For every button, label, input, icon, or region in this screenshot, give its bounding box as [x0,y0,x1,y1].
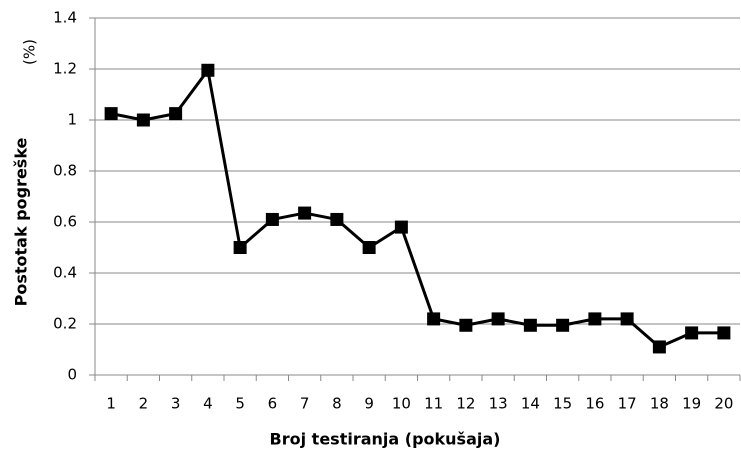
x-tick-label: 5 [235,395,245,413]
y-tick-label: 0.2 [53,315,77,333]
x-tick-label: 3 [171,395,181,413]
data-marker [620,312,634,326]
data-marker [265,212,279,226]
data-marker [169,107,183,121]
data-marker [717,326,731,340]
data-line [110,68,724,349]
x-tick-label: 12 [456,395,475,413]
data-marker [556,318,570,332]
data-marker [523,318,537,332]
x-tick-label: 11 [424,395,443,413]
data-marker [201,63,215,77]
x-tick-label: 10 [392,395,411,413]
x-tick-label: 1 [106,395,116,413]
x-tick-label: 6 [268,395,278,413]
x-tick-label: 20 [714,395,733,413]
data-marker [104,107,118,121]
data-marker [330,212,344,226]
y-tick-label: 1 [67,111,77,129]
x-tick-label: 17 [618,395,637,413]
x-tick-label: 8 [332,395,342,413]
data-marker [588,312,602,326]
data-marker [652,340,666,354]
x-tick-label: 19 [682,395,701,413]
y-tick-label: 0.8 [53,162,77,180]
data-marker [233,241,247,254]
data-marker [136,113,150,127]
x-axis-label: Broj testiranja (pokušaja) [270,430,501,449]
y-tick-label: 1.2 [53,60,77,78]
data-marker [394,220,408,234]
data-marker [427,312,441,326]
y-tick-label: 1.4 [53,9,77,27]
x-tick-label: 7 [300,395,310,413]
x-tick-label: 14 [521,395,540,413]
data-marker [491,312,505,326]
data-marker [298,206,312,220]
x-tick-label: 16 [585,395,604,413]
data-marker [362,241,376,254]
x-tick-label: 15 [553,395,572,413]
y-axis-label: Postotak pogreške [12,137,31,306]
x-tick-label: 4 [203,395,213,413]
y-tick-label: 0 [67,366,77,384]
y-tick-label: 0.4 [53,264,77,282]
x-tick-label: 13 [489,395,508,413]
x-tick-label: 9 [364,395,374,413]
data-marker [459,318,473,332]
x-tick-label: 2 [139,395,149,413]
y-tick-label: 0.6 [53,213,77,231]
data-marker [685,326,699,340]
unit-annotation: (%) [21,39,39,65]
x-tick-label: 18 [650,395,669,413]
